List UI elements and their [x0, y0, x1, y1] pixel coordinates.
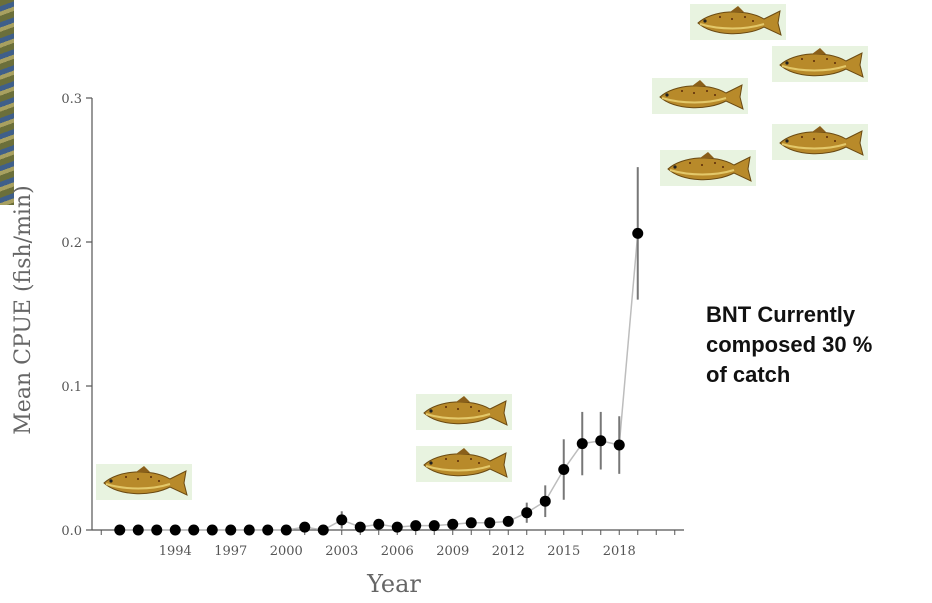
- brown-trout-icon: [415, 445, 513, 483]
- data-point: [613, 439, 625, 451]
- data-point: [336, 514, 348, 526]
- x-tick-label: 1997: [214, 544, 247, 559]
- data-point: [225, 524, 237, 536]
- brown-trout-icon: [95, 463, 193, 501]
- data-point: [632, 227, 644, 239]
- y-tick-label: 0.0: [61, 524, 82, 539]
- data-point: [188, 524, 200, 536]
- y-axis-title: Mean CPUE (fish/min): [11, 185, 36, 434]
- x-tick-label: 2003: [325, 544, 358, 559]
- data-point: [558, 464, 570, 476]
- brown-trout-icon: [415, 393, 513, 431]
- data-point: [317, 524, 329, 536]
- x-tick-label: 2015: [547, 544, 580, 559]
- fish-icon-group: [95, 3, 869, 501]
- data-point: [243, 524, 255, 536]
- y-ticks: 0.0 0.1 0.2 0.3: [61, 92, 92, 539]
- brown-trout-icon: [651, 77, 749, 115]
- data-point: [428, 520, 440, 532]
- data-points: [114, 227, 644, 536]
- y-tick-label: 0.3: [61, 92, 82, 107]
- x-tick-label: 2012: [492, 544, 525, 559]
- y-tick-label: 0.1: [61, 380, 82, 395]
- x-tick-label: 1994: [159, 544, 192, 559]
- data-point: [114, 524, 126, 536]
- callout-text: BNT Currently composed 30 % of catch: [706, 302, 873, 387]
- x-tick-label: 2018: [603, 544, 636, 559]
- data-point: [206, 524, 218, 536]
- brown-trout-icon: [771, 45, 869, 83]
- x-axis-title: Year: [366, 570, 421, 598]
- brown-trout-icon: [771, 123, 869, 161]
- data-point: [299, 521, 311, 533]
- data-point: [410, 520, 422, 532]
- river-photo-edge: [0, 0, 14, 205]
- brown-trout-icon: [659, 149, 757, 187]
- data-point: [465, 517, 477, 529]
- x-tick-label: 2000: [270, 544, 303, 559]
- data-point: [447, 518, 459, 530]
- data-point: [373, 518, 385, 530]
- data-point: [354, 521, 366, 533]
- y-tick-label: 0.2: [61, 236, 82, 251]
- x-tick-label: 2009: [436, 544, 469, 559]
- series-line: [119, 233, 639, 531]
- data-point: [169, 524, 181, 536]
- data-point: [521, 507, 533, 519]
- data-point: [502, 515, 514, 527]
- data-point: [539, 495, 551, 507]
- data-point: [391, 521, 403, 533]
- x-tick-label: 2006: [381, 544, 414, 559]
- data-point: [595, 435, 607, 447]
- brown-trout-icon: [689, 3, 787, 41]
- data-point: [280, 524, 292, 536]
- data-point: [484, 517, 496, 529]
- data-point: [262, 524, 274, 536]
- x-ticks: 1994 1997 2000 2003 2006 2009 2012 2015 2018: [100, 530, 676, 559]
- data-point: [576, 438, 588, 450]
- data-point: [132, 524, 144, 536]
- data-point: [151, 524, 163, 536]
